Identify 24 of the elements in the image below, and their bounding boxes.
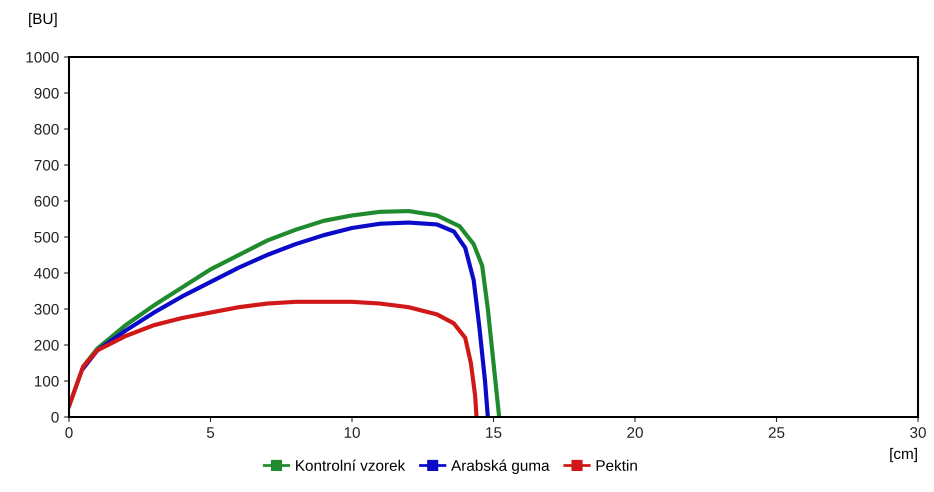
y-tick-label: 100 — [34, 376, 59, 387]
x-tick-label: 25 — [768, 427, 784, 438]
x-tick-label: 15 — [486, 427, 502, 438]
y-tick-label: 500 — [34, 232, 59, 243]
y-tick-label: 0 — [51, 412, 59, 423]
y-tick-label: 900 — [34, 88, 59, 99]
y-axis-title: [BU] — [29, 12, 57, 28]
y-tick-label: 800 — [34, 124, 59, 135]
y-tick-label: 600 — [34, 196, 59, 207]
x-axis-title: [cm] — [890, 448, 917, 462]
legend-label: Kontrolní vzorek — [296, 460, 406, 471]
x-tick-label: 10 — [344, 427, 360, 438]
line-series — [69, 300, 479, 417]
y-tick-label: 700 — [34, 160, 59, 171]
y-tick-label: 300 — [34, 304, 59, 315]
x-tick-label: 0 — [65, 427, 73, 438]
legend-label: Arabská guma — [451, 460, 550, 474]
y-tick-label: 400 — [34, 268, 59, 279]
x-tick-label: 30 — [910, 427, 926, 438]
y-tick-label: 1000 — [26, 52, 59, 63]
legend-label: Pektin — [596, 460, 637, 471]
x-tick-label: 20 — [627, 427, 643, 438]
y-tick-label: 200 — [34, 340, 59, 351]
x-tick-label: 5 — [206, 427, 214, 438]
